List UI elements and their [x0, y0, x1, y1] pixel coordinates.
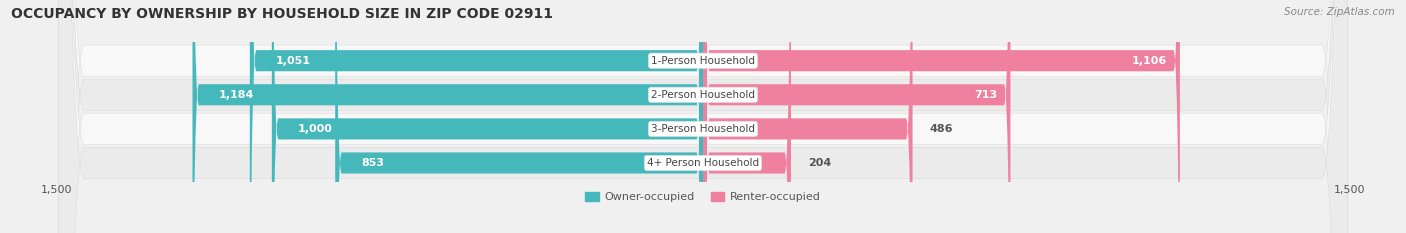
- Text: Source: ZipAtlas.com: Source: ZipAtlas.com: [1284, 7, 1395, 17]
- Text: 486: 486: [929, 124, 953, 134]
- FancyBboxPatch shape: [59, 0, 1347, 233]
- Text: 4+ Person Household: 4+ Person Household: [647, 158, 759, 168]
- Legend: Owner-occupied, Renter-occupied: Owner-occupied, Renter-occupied: [581, 188, 825, 207]
- Text: 1,184: 1,184: [218, 90, 253, 100]
- FancyBboxPatch shape: [271, 0, 703, 233]
- Text: 2-Person Household: 2-Person Household: [651, 90, 755, 100]
- Text: 1-Person Household: 1-Person Household: [651, 56, 755, 66]
- Text: 204: 204: [808, 158, 831, 168]
- Text: 1,106: 1,106: [1132, 56, 1167, 66]
- FancyBboxPatch shape: [703, 0, 1011, 233]
- Text: 1,000: 1,000: [298, 124, 333, 134]
- FancyBboxPatch shape: [703, 0, 1180, 233]
- FancyBboxPatch shape: [703, 0, 792, 233]
- FancyBboxPatch shape: [59, 0, 1347, 233]
- Text: 3-Person Household: 3-Person Household: [651, 124, 755, 134]
- FancyBboxPatch shape: [193, 0, 703, 233]
- FancyBboxPatch shape: [250, 0, 703, 233]
- Text: 853: 853: [361, 158, 384, 168]
- FancyBboxPatch shape: [59, 0, 1347, 233]
- Text: 713: 713: [974, 90, 997, 100]
- Text: OCCUPANCY BY OWNERSHIP BY HOUSEHOLD SIZE IN ZIP CODE 02911: OCCUPANCY BY OWNERSHIP BY HOUSEHOLD SIZE…: [11, 7, 553, 21]
- FancyBboxPatch shape: [59, 0, 1347, 233]
- FancyBboxPatch shape: [703, 0, 912, 233]
- Text: 1,051: 1,051: [276, 56, 311, 66]
- FancyBboxPatch shape: [335, 0, 703, 233]
